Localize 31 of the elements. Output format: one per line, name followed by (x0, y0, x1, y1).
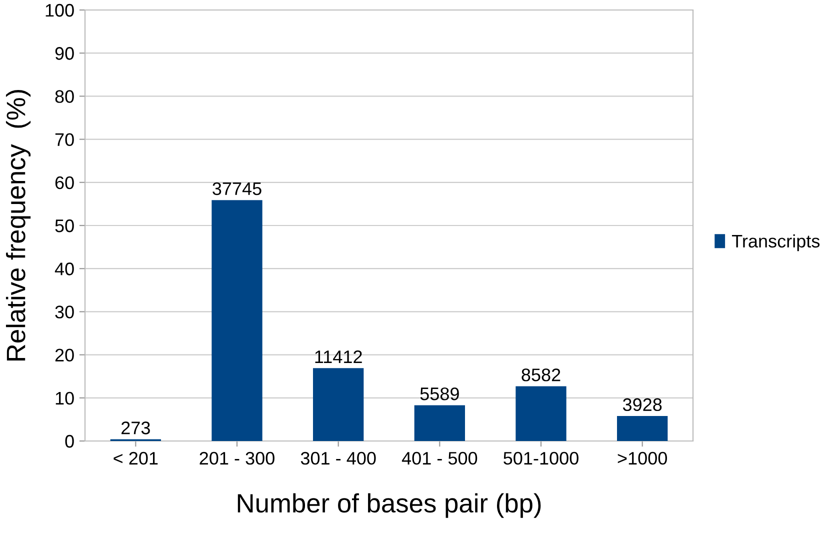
annotation: 37745 (212, 182, 262, 196)
y-tick-label: 70 (55, 133, 74, 146)
bar (212, 200, 262, 441)
x-tick-label: 301 - 400 (300, 452, 376, 465)
bar (617, 416, 668, 441)
x-tick-label: < 201 (114, 452, 158, 465)
annotation: 8582 (522, 368, 560, 382)
annotation: 11412 (315, 350, 362, 364)
x-tick-label: 201 - 300 (200, 452, 274, 465)
x-axis-title: Number of bases pair (bp) (238, 493, 541, 518)
y-tick-label: 100 (46, 4, 74, 17)
y-tick-label: 20 (55, 348, 74, 362)
x-tick-label: 401 - 500 (402, 452, 478, 465)
bar (516, 386, 566, 441)
y-tick-label: 0 (65, 434, 74, 448)
legend-label: Transcripts (732, 234, 820, 252)
y-axis-title: Relative frequency (%) (6, 90, 31, 360)
annotation: 3928 (622, 398, 662, 412)
bar (313, 368, 364, 441)
y-tick-label: 80 (55, 90, 74, 103)
annotation: 273 (122, 422, 150, 434)
y-tick-label: 50 (55, 219, 74, 232)
y-tick-label: 10 (56, 392, 74, 405)
bar (414, 405, 465, 441)
x-tick-label: 501-1000 (504, 452, 578, 465)
y-tick-label: 90 (55, 47, 74, 60)
annotation: 5589 (420, 387, 459, 400)
y-tick-label: 40 (54, 262, 74, 276)
x-tick-label: >1000 (618, 452, 667, 465)
y-tick-label: 60 (55, 176, 74, 190)
y-tick-label: 30 (55, 306, 74, 318)
